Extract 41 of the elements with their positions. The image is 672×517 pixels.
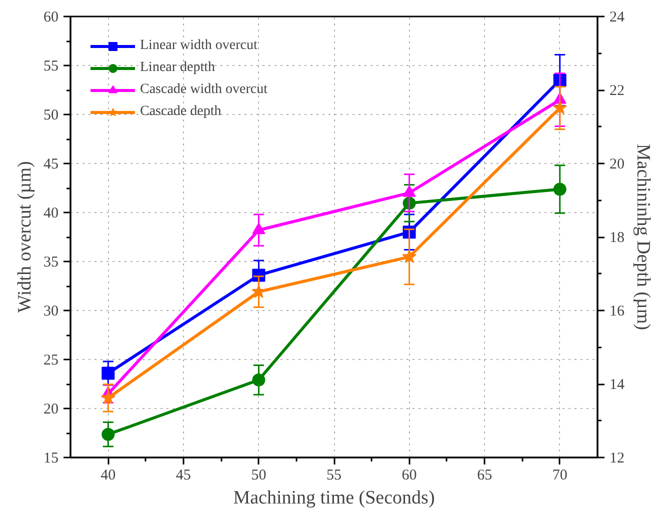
y-tick-label: 15 xyxy=(44,450,58,466)
y2-tick-label: 20 xyxy=(610,156,624,172)
y-tick-label: 55 xyxy=(44,58,58,74)
y2-tick-label: 24 xyxy=(610,10,625,26)
point xyxy=(402,249,416,264)
point xyxy=(252,222,266,234)
y-tick-label: 30 xyxy=(44,304,58,320)
y2-axis-title: Machininhg Depth (µm) xyxy=(632,144,654,330)
legend-label: Linear deptth xyxy=(140,60,216,76)
legend-label: Cascade depth xyxy=(140,104,222,120)
y-tick-label: 25 xyxy=(44,352,58,368)
x-tick-label: 70 xyxy=(552,468,568,484)
legend-label: Cascade width overcut xyxy=(140,82,268,98)
y-tick-label: 60 xyxy=(44,10,58,26)
point xyxy=(102,366,115,380)
point xyxy=(252,373,266,386)
y-tick-label: 35 xyxy=(44,254,58,270)
x-axis-title: Machining time (Seconds) xyxy=(233,488,435,508)
y2-tick-label: 22 xyxy=(610,83,624,99)
point xyxy=(252,284,266,298)
x-tick-label: 55 xyxy=(326,468,342,484)
legend-label: Linear width overcut xyxy=(140,38,258,54)
x-tick-label: 45 xyxy=(176,468,191,484)
y2-tick-label: 12 xyxy=(610,450,624,466)
y2-tick-label: 14 xyxy=(610,377,625,393)
y-tick-label: 40 xyxy=(44,206,58,222)
point xyxy=(402,185,416,197)
point xyxy=(100,390,116,404)
x-tick-label: 65 xyxy=(477,468,492,484)
y-tick-label: 20 xyxy=(44,402,58,418)
point xyxy=(552,100,568,114)
y-tick-label: 50 xyxy=(44,108,58,124)
x-tick-label: 60 xyxy=(402,468,417,484)
y-tick-label: 45 xyxy=(44,156,58,172)
x-tick-label: 50 xyxy=(251,468,266,484)
point xyxy=(553,182,566,196)
y-axis-title: Width overcut (µm) xyxy=(14,161,36,313)
point xyxy=(102,428,115,441)
x-tick-label: 40 xyxy=(100,468,116,484)
y2-tick-label: 16 xyxy=(610,304,625,320)
y2-tick-label: 18 xyxy=(610,230,624,246)
